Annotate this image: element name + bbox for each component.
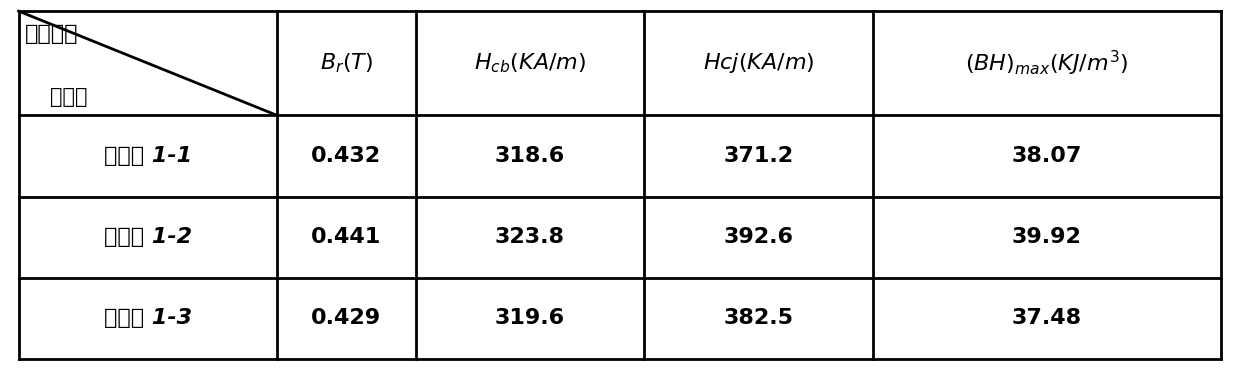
- Text: 磁性能: 磁性能: [50, 87, 87, 107]
- Text: 319.6: 319.6: [495, 308, 565, 328]
- Text: 318.6: 318.6: [495, 146, 565, 166]
- Text: 实施例 1-1: 实施例 1-1: [104, 146, 192, 166]
- Text: $(BH)_{max}(KJ/m^3)$: $(BH)_{max}(KJ/m^3)$: [965, 49, 1128, 78]
- Text: 392.6: 392.6: [723, 227, 794, 247]
- Text: 37.48: 37.48: [1012, 308, 1083, 328]
- Text: $B_r(T)$: $B_r(T)$: [320, 51, 373, 75]
- Text: 323.8: 323.8: [495, 227, 564, 247]
- Text: 0.429: 0.429: [311, 308, 382, 328]
- Text: 实施例 1-2: 实施例 1-2: [104, 227, 192, 247]
- Text: 0.432: 0.432: [311, 146, 382, 166]
- Text: 371.2: 371.2: [723, 146, 794, 166]
- Text: $H_{cb}(KA/m)$: $H_{cb}(KA/m)$: [474, 51, 585, 75]
- Text: 0.441: 0.441: [311, 227, 382, 247]
- Text: 39.92: 39.92: [1012, 227, 1083, 247]
- Text: 实施方式: 实施方式: [25, 24, 78, 44]
- Text: $Hcj(KA/m)$: $Hcj(KA/m)$: [703, 51, 815, 75]
- Text: 382.5: 382.5: [723, 308, 794, 328]
- Text: 38.07: 38.07: [1012, 146, 1083, 166]
- Text: 实施例 1-3: 实施例 1-3: [104, 308, 192, 328]
